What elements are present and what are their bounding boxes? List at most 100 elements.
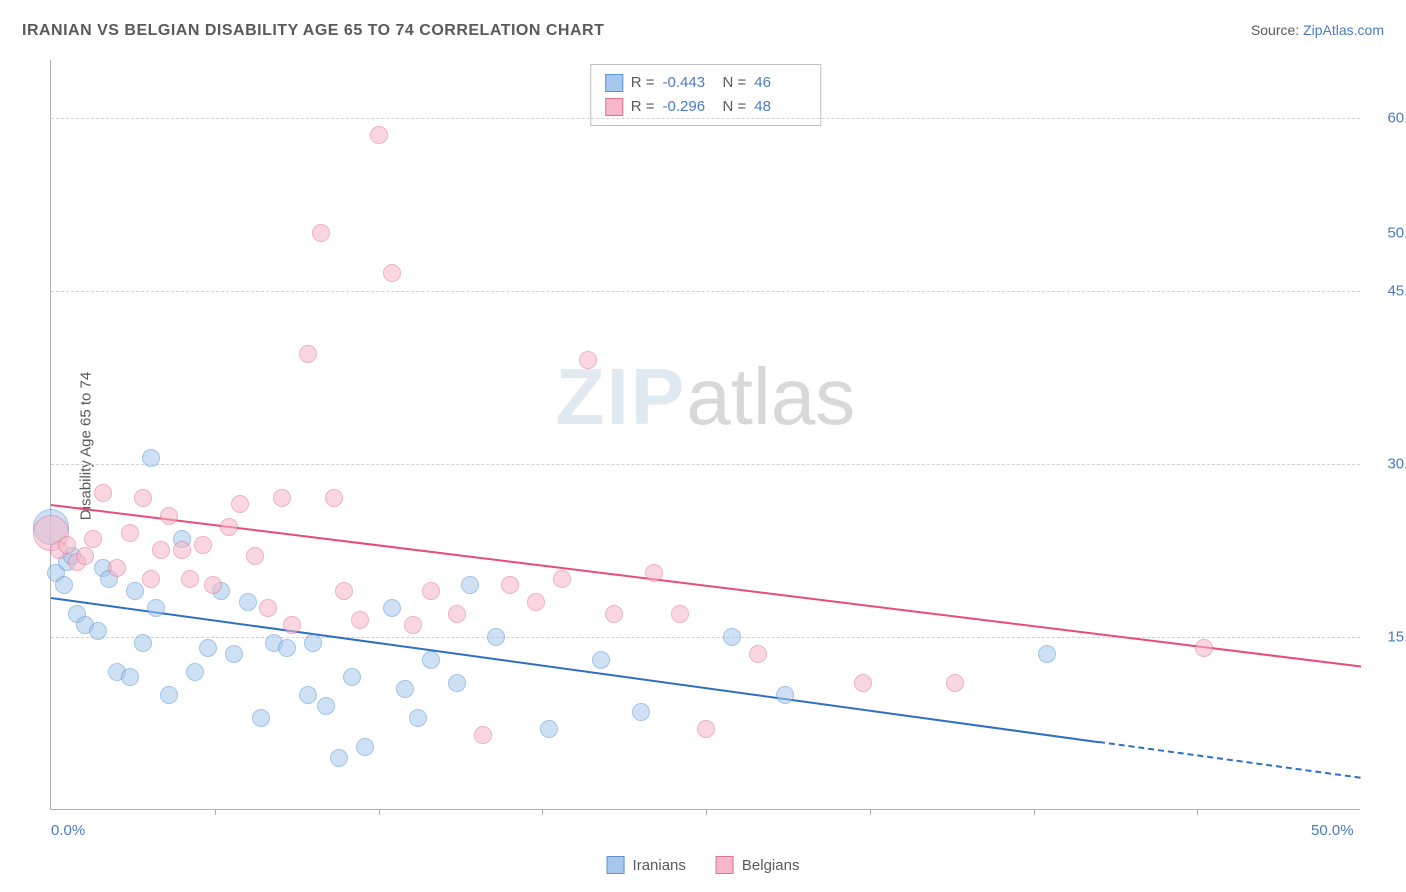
scatter-point — [126, 582, 144, 600]
scatter-point — [605, 605, 623, 623]
n-value-0: 46 — [754, 71, 806, 95]
scatter-point — [343, 668, 361, 686]
scatter-point — [204, 576, 222, 594]
scatter-point — [351, 611, 369, 629]
legend-item-1: Belgians — [716, 856, 800, 874]
scatter-point — [259, 599, 277, 617]
scatter-point — [553, 570, 571, 588]
y-tick-label: 15.0% — [1387, 628, 1406, 645]
y-tick-label: 30.0% — [1387, 455, 1406, 472]
scatter-point — [383, 264, 401, 282]
scatter-point — [58, 536, 76, 554]
scatter-point — [160, 507, 178, 525]
scatter-point — [94, 484, 112, 502]
legend-label-0: Iranians — [633, 857, 686, 874]
scatter-point — [448, 605, 466, 623]
y-tick-label: 60.0% — [1387, 109, 1406, 126]
scatter-point — [89, 622, 107, 640]
chart-plot-area: ZIPatlas R = -0.443 N = 46 R = -0.296 N … — [50, 60, 1360, 810]
scatter-point — [239, 593, 257, 611]
bottom-legend: Iranians Belgians — [607, 856, 800, 874]
scatter-point — [231, 495, 249, 513]
legend-swatch-1 — [716, 856, 734, 874]
scatter-point — [147, 599, 165, 617]
scatter-point — [299, 686, 317, 704]
scatter-point — [946, 674, 964, 692]
gridline — [51, 291, 1360, 292]
scatter-point — [1195, 639, 1213, 657]
scatter-point — [121, 524, 139, 542]
x-tick — [542, 809, 543, 815]
scatter-point — [723, 628, 741, 646]
scatter-point — [76, 547, 94, 565]
trend-line-dashed — [1099, 741, 1361, 779]
source-attribution: Source: ZipAtlas.com — [1251, 22, 1384, 38]
trend-line — [51, 504, 1361, 668]
gridline — [51, 464, 1360, 465]
scatter-point — [645, 564, 663, 582]
scatter-point — [199, 639, 217, 657]
r-value-1: -0.296 — [663, 95, 715, 119]
scatter-point — [142, 570, 160, 588]
scatter-point — [181, 570, 199, 588]
x-tick — [215, 809, 216, 815]
trend-line — [51, 597, 1099, 743]
source-prefix: Source: — [1251, 22, 1303, 38]
scatter-point — [283, 616, 301, 634]
legend-label-1: Belgians — [742, 857, 800, 874]
scatter-point — [317, 697, 335, 715]
y-tick-label: 45.0% — [1387, 282, 1406, 299]
gridline — [51, 118, 1360, 119]
scatter-point — [273, 489, 291, 507]
x-tick-label: 50.0% — [1311, 822, 1354, 839]
scatter-point — [335, 582, 353, 600]
scatter-point — [160, 686, 178, 704]
scatter-point — [246, 547, 264, 565]
n-label: N = — [723, 95, 747, 119]
r-label: R = — [631, 95, 655, 119]
scatter-point — [422, 651, 440, 669]
watermark-atlas: atlas — [686, 352, 855, 441]
scatter-point — [220, 518, 238, 536]
scatter-point — [404, 616, 422, 634]
scatter-point — [776, 686, 794, 704]
scatter-point — [173, 541, 191, 559]
scatter-point — [383, 599, 401, 617]
scatter-point — [278, 639, 296, 657]
legend-swatch-0 — [607, 856, 625, 874]
scatter-point — [121, 668, 139, 686]
scatter-point — [527, 593, 545, 611]
scatter-point — [252, 709, 270, 727]
scatter-point — [592, 651, 610, 669]
scatter-point — [225, 645, 243, 663]
r-value-0: -0.443 — [663, 71, 715, 95]
x-tick — [870, 809, 871, 815]
scatter-point — [396, 680, 414, 698]
scatter-point — [134, 489, 152, 507]
scatter-point — [55, 576, 73, 594]
chart-title: IRANIAN VS BELGIAN DISABILITY AGE 65 TO … — [22, 22, 604, 40]
scatter-point — [409, 709, 427, 727]
x-tick — [706, 809, 707, 815]
r-label: R = — [631, 71, 655, 95]
swatch-series-0 — [605, 74, 623, 92]
gridline — [51, 637, 1360, 638]
scatter-point — [356, 738, 374, 756]
scatter-point — [312, 224, 330, 242]
n-label: N = — [723, 71, 747, 95]
source-link[interactable]: ZipAtlas.com — [1303, 22, 1384, 38]
legend-item-0: Iranians — [607, 856, 686, 874]
scatter-point — [487, 628, 505, 646]
swatch-series-1 — [605, 98, 623, 116]
scatter-point — [304, 634, 322, 652]
scatter-point — [632, 703, 650, 721]
stats-row-series-0: R = -0.443 N = 46 — [605, 71, 807, 95]
scatter-point — [540, 720, 558, 738]
scatter-point — [370, 126, 388, 144]
scatter-point — [579, 351, 597, 369]
watermark: ZIPatlas — [556, 351, 855, 443]
scatter-point — [330, 749, 348, 767]
scatter-point — [671, 605, 689, 623]
scatter-point — [186, 663, 204, 681]
scatter-point — [697, 720, 715, 738]
